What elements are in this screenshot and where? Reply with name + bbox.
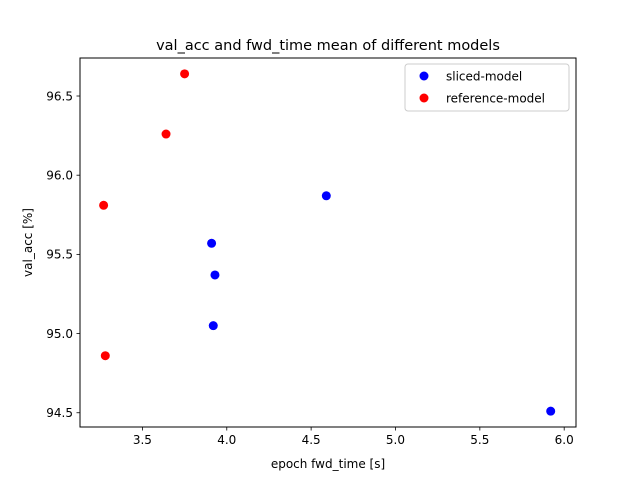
data-points <box>99 69 556 416</box>
x-axis: 3.5 4.0 4.5 5.0 5.5 6.0 <box>133 427 574 447</box>
x-tick-label: 3.5 <box>133 433 152 447</box>
data-point-reference-model <box>180 69 190 79</box>
legend-label-sliced-model: sliced-model <box>446 69 522 83</box>
data-point-sliced-model <box>208 321 218 331</box>
axes-frame <box>79 57 577 428</box>
y-tick-label: 96.0 <box>46 168 73 182</box>
y-tick-label: 95.5 <box>46 248 73 262</box>
data-point-reference-model <box>161 129 171 139</box>
data-point-sliced-model <box>321 191 331 201</box>
axes-background <box>80 58 576 427</box>
data-point-reference-model <box>99 200 109 210</box>
x-axis-label: epoch fwd_time [s] <box>271 457 385 471</box>
plot-area <box>80 58 576 427</box>
y-tick-label: 96.5 <box>46 89 73 103</box>
legend-marker-sliced-model <box>419 71 429 81</box>
legend-marker-reference-model <box>419 93 429 103</box>
x-tick-label: 5.5 <box>470 433 489 447</box>
legend-label-reference-model: reference-model <box>446 91 545 105</box>
legend-box <box>404 63 570 112</box>
y-tick-label: 95.0 <box>46 327 73 341</box>
legend: sliced-model reference-model <box>404 63 570 112</box>
data-point-sliced-model <box>207 238 217 248</box>
x-tick-label: 5.0 <box>386 433 405 447</box>
chart-title: val_acc and fwd_time mean of different m… <box>156 38 500 54</box>
x-tick-label: 4.5 <box>302 433 321 447</box>
x-tick-label: 4.0 <box>217 433 236 447</box>
y-tick-label: 94.5 <box>46 406 73 420</box>
data-point-reference-model <box>100 351 110 361</box>
x-tick-label: 6.0 <box>555 433 574 447</box>
data-point-sliced-model <box>210 270 220 280</box>
y-axis: 94.5 95.0 95.5 96.0 96.5 <box>46 89 80 420</box>
y-axis-label: val_acc [%] <box>21 208 35 277</box>
data-point-sliced-model <box>546 406 556 416</box>
